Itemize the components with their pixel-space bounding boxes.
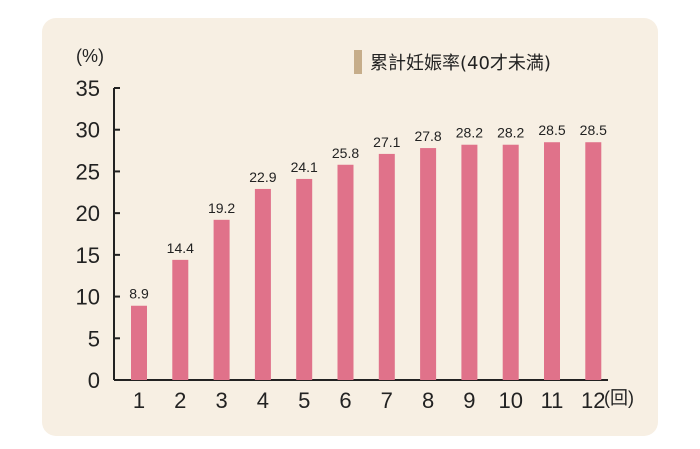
- data-label: 28.2: [456, 125, 483, 141]
- bar-3: [213, 219, 230, 380]
- legend: 累計妊娠率(40才未満): [354, 50, 551, 74]
- data-label: 14.4: [167, 240, 194, 256]
- x-tick-label: 10: [498, 388, 522, 413]
- x-axis-unit: (回): [604, 388, 634, 408]
- data-label: 28.5: [538, 122, 565, 138]
- bar-7: [378, 153, 395, 380]
- x-tick-label: 12: [581, 388, 605, 413]
- bars: [131, 142, 602, 380]
- bar-11: [544, 142, 560, 380]
- y-tick-label: 5: [88, 326, 100, 351]
- y-tick-label: 30: [76, 118, 100, 143]
- data-label: 28.5: [580, 122, 607, 138]
- bar-5: [296, 178, 313, 380]
- bar-1: [131, 305, 147, 380]
- x-tick-label: 9: [463, 388, 475, 413]
- data-label: 27.1: [373, 134, 400, 150]
- bar-6: [337, 164, 354, 380]
- axes: [113, 88, 608, 381]
- data-label: 19.2: [208, 200, 235, 216]
- data-label: 24.1: [291, 159, 318, 175]
- y-tick-label: 25: [76, 159, 100, 184]
- x-tick-label: 6: [339, 388, 351, 413]
- bar-8: [420, 148, 437, 380]
- y-tick-label: 35: [76, 76, 100, 101]
- x-ticks: 1 2 3 4 5 6 7 8 9 10 11 12: [133, 388, 606, 413]
- y-tick-label: 10: [76, 285, 100, 310]
- y-tick-label: 20: [76, 201, 100, 226]
- bar-12: [585, 142, 602, 380]
- y-tick-label: 0: [88, 368, 100, 393]
- x-tick-label: 2: [174, 388, 186, 413]
- y-tick-label: 15: [76, 243, 100, 268]
- x-tick-label: 5: [298, 388, 310, 413]
- x-tick-label: 11: [541, 388, 564, 413]
- data-label: 25.8: [332, 145, 359, 161]
- x-tick-label: 8: [422, 388, 434, 413]
- legend-label: 累計妊娠率(40才未満): [370, 53, 551, 74]
- data-label: 28.2: [497, 125, 524, 141]
- x-tick-label: 4: [257, 388, 269, 413]
- bar-10: [502, 144, 519, 380]
- data-label: 8.9: [129, 286, 149, 302]
- bar-9: [461, 144, 478, 380]
- data-label: 27.8: [414, 128, 441, 144]
- bar-2: [172, 259, 189, 380]
- y-axis-unit: (%): [76, 46, 104, 66]
- data-labels: 8.9 14.4 19.2 22.9 24.1 25.8 27.1 27.8 28.2 28.2 2…: [129, 122, 607, 302]
- x-tick-label: 7: [381, 388, 393, 413]
- x-tick-label: 3: [215, 388, 227, 413]
- x-tick-label: 1: [133, 388, 145, 413]
- y-ticks: 0 5 10 15 20 25 30 35: [76, 76, 120, 393]
- data-label: 22.9: [249, 169, 276, 185]
- legend-swatch: [354, 50, 362, 74]
- bar-4: [254, 188, 271, 380]
